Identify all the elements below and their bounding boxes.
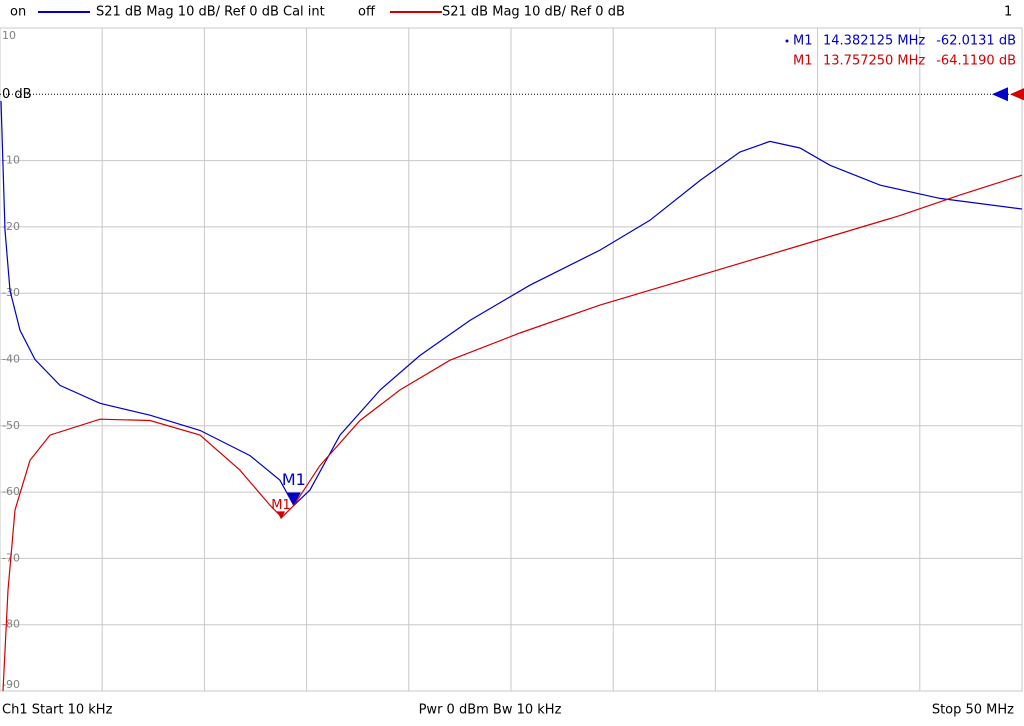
footer-start: Ch1 Start 10 kHz (2, 703, 113, 718)
reference-arrow (1010, 88, 1024, 101)
legend-status: on (10, 5, 26, 20)
readout-freq: 14.382125 MHz (823, 34, 925, 49)
marker-label: M1 (282, 470, 306, 489)
trace (2, 174, 1023, 692)
marker-triangle (286, 492, 301, 506)
y-tick-label: -10 (2, 154, 20, 167)
footer-power: Pwr 0 dBm Bw 10 kHz (419, 703, 562, 718)
marker-triangle (277, 511, 286, 520)
y-tick-label: -80 (2, 618, 20, 631)
marker-label: M1 (271, 498, 291, 513)
y-tick-label: 0 dB (2, 87, 32, 102)
reference-arrow (992, 87, 1008, 102)
readout-value: -62.0131 dB (936, 34, 1016, 49)
y-tick-label: -20 (2, 220, 20, 233)
y-tick-label: 10 (2, 29, 16, 42)
readout-active-dot (785, 39, 789, 43)
legend-label: S21 dB Mag 10 dB/ Ref 0 dB Cal int (96, 5, 325, 20)
y-tick-label: -60 (2, 485, 20, 498)
legend-label: S21 dB Mag 10 dB/ Ref 0 dB (442, 5, 625, 20)
readout-name: M1 (793, 34, 813, 49)
channel-number: 1 (1004, 5, 1012, 20)
readout-freq: 13.757250 MHz (823, 54, 925, 69)
footer-stop: Stop 50 MHz (932, 703, 1014, 718)
y-tick-label: -40 (2, 353, 20, 366)
y-tick-label: -90 (2, 678, 20, 691)
legend-status: off (358, 5, 376, 20)
readout-value: -64.1190 dB (936, 54, 1016, 69)
trace (0, 100, 1023, 507)
y-tick-label: -50 (2, 419, 20, 432)
readout-name: M1 (793, 54, 813, 69)
